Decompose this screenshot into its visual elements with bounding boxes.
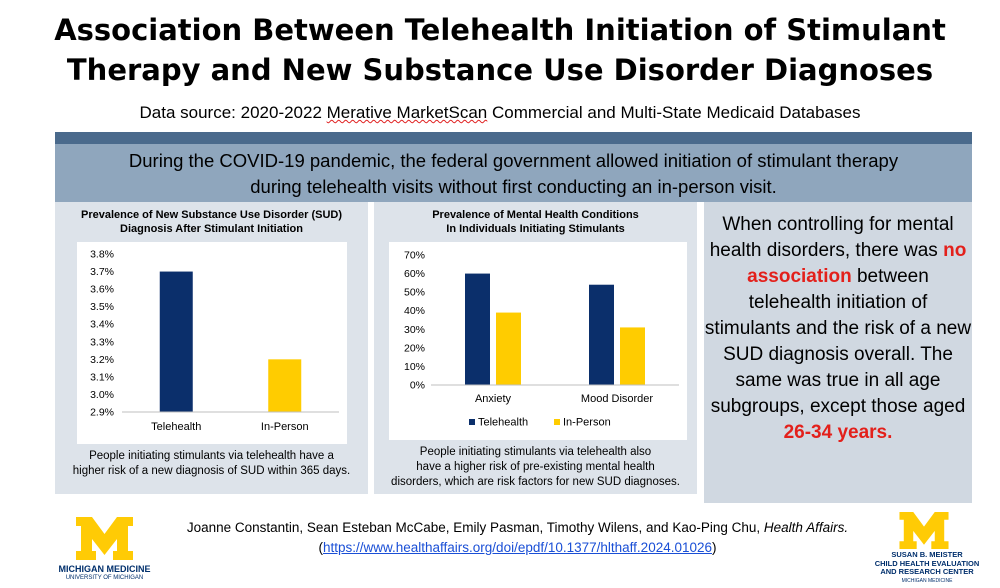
banner-line-2: during telehealth visits without first c…: [250, 176, 777, 197]
chear-line-3: AND RESEARCH CENTER: [880, 567, 974, 576]
sud-chart-title: Prevalence of New Substance Use Disorder…: [55, 208, 368, 236]
sud-y-tick-label: 3.1%: [90, 371, 114, 383]
sud-y-tick-label: 3.5%: [90, 301, 114, 313]
findings-panel: When controlling for mental health disor…: [704, 202, 972, 503]
mh-x-label: Mood Disorder: [581, 393, 653, 405]
michigan-medicine-wordmark: MICHIGAN MEDICINE: [58, 564, 151, 574]
title-line-1: Association Between Telehealth Initiatio…: [54, 13, 946, 47]
mh-x-label: Anxiety: [475, 393, 512, 405]
sud-y-tick-label: 3.0%: [90, 389, 114, 401]
mh-chart-caption: People initiating stimulants via telehea…: [374, 445, 697, 490]
finding-text-2: between telehealth initiation of stimula…: [704, 266, 972, 417]
findings-text: When controlling for mental health disor…: [704, 212, 972, 446]
mh-y-tick-label: 50%: [404, 287, 425, 299]
mental-health-chart-panel: Prevalence of Mental Health Conditions I…: [374, 202, 697, 494]
mh-legend-swatch-telehealth: [469, 419, 475, 425]
sud-chart-title-line-1: Prevalence of New Substance Use Disorder…: [80, 209, 343, 221]
mh-y-tick-label: 70%: [404, 250, 425, 262]
sud-y-tick-label: 3.4%: [90, 319, 114, 331]
chear-line-2: CHILD HEALTH EVALUATION: [874, 558, 980, 568]
mh-y-tick-label: 30%: [404, 324, 425, 336]
citation-authors: Joanne Constantin, Sean Esteban McCabe, …: [186, 520, 764, 535]
sud-caption-line-2: higher risk of a new diagnosis of SUD wi…: [72, 465, 351, 477]
mh-bar-anxiety-in-person: [496, 312, 521, 385]
sud-bar-telehealth: [159, 271, 193, 412]
mh-chart-title-line-1: Prevalence of Mental Health Conditions: [432, 209, 639, 221]
sud-y-tick-label: 3.8%: [90, 249, 114, 261]
michigan-block-m-logo: [76, 517, 133, 560]
page-title: Association Between Telehealth Initiatio…: [0, 10, 1000, 90]
mh-y-tick-label: 40%: [404, 305, 425, 317]
sud-y-tick-label: 3.7%: [90, 266, 114, 278]
finding-text-1: When controlling for mental health disor…: [709, 214, 954, 261]
sud-x-label: In-Person: [261, 421, 309, 433]
sud-y-tick-label: 3.3%: [90, 336, 114, 348]
finding-text-3: .: [887, 422, 893, 443]
sud-bar-chart: 3.8% 3.7% 3.6% 3.5% 3.4% 3.3% 3.2% 3.1% 3.0% 2.9%…: [90, 249, 339, 433]
mh-bar-mood-disorder-in-person: [620, 327, 645, 385]
mh-bar-mood-disorder-telehealth: [589, 284, 614, 385]
chear-sub: MICHIGAN MEDICINE: [901, 577, 953, 584]
mh-legend-swatch-in-person: [554, 419, 560, 425]
mh-chart-plot: 70% 60% 50% 40% 30% 20% 10% 0% Anxiety Mood Disor…: [389, 242, 687, 440]
chear-wordmark: SUSAN B. MEISTER CHILD HEALTH EVALUATION…: [862, 550, 992, 585]
data-source-suffix: Commercial and Multi-State Medicaid Data…: [487, 103, 861, 122]
mh-caption-line-3: disorders, which are risk factors for ne…: [391, 476, 680, 488]
citation-close-paren: ): [712, 540, 717, 555]
citation: Joanne Constantin, Sean Esteban McCabe, …: [150, 518, 885, 558]
sud-chart-plot: 3.8% 3.7% 3.6% 3.5% 3.4% 3.3% 3.2% 3.1% 3.0% 2.9%…: [77, 242, 347, 444]
sud-y-tick-label: 2.9%: [90, 407, 114, 419]
university-of-michigan-wordmark: UNIVERSITY OF MICHIGAN: [65, 575, 144, 581]
chear-line-1: SUSAN B. MEISTER: [891, 550, 963, 559]
mh-bar-anxiety-telehealth: [465, 273, 490, 385]
finding-highlight-no-association: no association: [747, 240, 967, 287]
mh-chart-title-line-2: In Individuals Initiating Stimulants: [446, 223, 625, 235]
header-divider: [55, 132, 972, 144]
sud-bar-in-person: [268, 359, 302, 412]
mh-legend-label: In-Person: [563, 417, 611, 429]
mh-chart-title: Prevalence of Mental Health Conditions I…: [374, 208, 697, 236]
banner-line-1: During the COVID-19 pandemic, the federa…: [128, 150, 899, 171]
sud-caption-line-1: People initiating stimulants via telehea…: [89, 450, 334, 462]
sud-chart-panel: Prevalence of New Substance Use Disorder…: [55, 202, 368, 494]
sud-y-tick-label: 3.2%: [90, 354, 114, 366]
mh-y-tick-label: 0%: [410, 380, 425, 392]
mh-y-tick-label: 60%: [404, 268, 425, 280]
chear-block-m-logo: [899, 512, 949, 549]
mh-y-tick-label: 10%: [404, 361, 425, 373]
finding-highlight-age-group: 26-34 years: [783, 422, 888, 443]
mh-bar-chart: 70% 60% 50% 40% 30% 20% 10% 0% Anxiety Mood Disor…: [404, 250, 679, 429]
mh-caption-line-2: have a higher risk of pre-existing menta…: [416, 461, 655, 473]
data-source: Data source: 2020-2022 Merative MarketSc…: [0, 103, 1000, 123]
sud-x-label: Telehealth: [151, 421, 201, 433]
citation-open-paren: (: [318, 540, 323, 555]
citation-journal: Health Affairs.: [763, 520, 849, 535]
data-source-flagged: Merative MarketScan: [326, 103, 488, 122]
data-source-prefix: Data source: 2020-2022: [139, 103, 327, 122]
citation-link[interactable]: https://www.healthaffairs.org/doi/epdf/1…: [322, 540, 713, 555]
sud-chart-title-line-2: Diagnosis After Stimulant Initiation: [120, 223, 303, 235]
sud-y-tick-label: 3.6%: [90, 284, 114, 296]
mh-y-tick-label: 20%: [404, 342, 425, 354]
sud-chart-caption: People initiating stimulants via telehea…: [55, 449, 368, 479]
mh-legend-label: Telehealth: [478, 417, 528, 429]
mh-caption-line-1: People initiating stimulants via telehea…: [419, 446, 652, 458]
title-line-2: Therapy and New Substance Use Disorder D…: [66, 53, 934, 87]
context-banner: During the COVID-19 pandemic, the federa…: [55, 144, 972, 202]
